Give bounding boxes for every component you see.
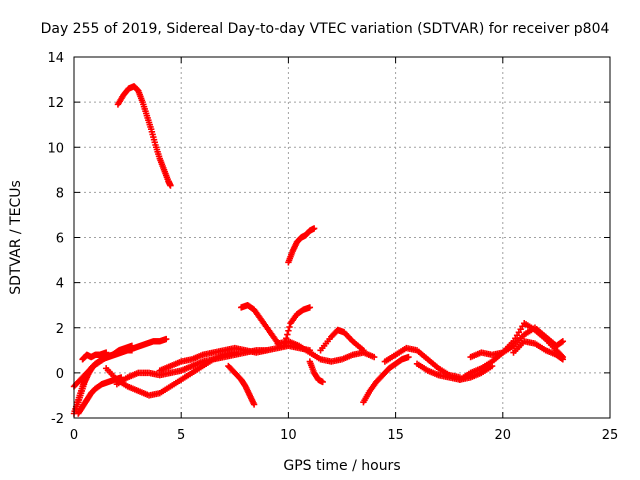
series-arc-dip-8h [225, 362, 258, 408]
series-arc-dip-11h [306, 358, 326, 386]
data-point [306, 304, 314, 311]
x-axis-label: GPS time / hours [283, 458, 400, 474]
x-tick-label: 15 [387, 428, 404, 443]
series-arc-20h [456, 320, 567, 383]
series-arc-mid-cluster [274, 338, 378, 365]
data-point [128, 347, 136, 354]
series-arc-early-4 [79, 349, 110, 363]
data-point [102, 349, 110, 356]
data-point [559, 338, 567, 345]
data-point [250, 401, 258, 408]
series-arc-21h [510, 338, 567, 363]
data-point [370, 353, 378, 361]
data-point [559, 356, 567, 363]
y-tick-label: 8 [56, 186, 64, 201]
data-point [319, 378, 326, 386]
data-point [162, 335, 170, 343]
data-point [285, 327, 292, 334]
y-tick-label: -2 [51, 412, 64, 427]
y-tick-label: 14 [47, 51, 64, 66]
data-point [286, 323, 293, 331]
x-tick-label: 10 [280, 428, 297, 443]
data-point [360, 347, 367, 354]
y-tick-label: 10 [47, 141, 64, 156]
y-tick-label: 12 [47, 96, 64, 111]
x-tick-label: 20 [495, 428, 512, 443]
series-arc-17h [413, 360, 496, 383]
y-axis-label: SDTVAR / TECUs [8, 180, 24, 295]
x-tick-label: 5 [177, 428, 185, 443]
data-point [405, 353, 412, 361]
chart-title: Day 255 of 2019, Sidereal Day-to-day VTE… [41, 21, 610, 37]
data-point [284, 331, 291, 338]
data-point [310, 225, 318, 232]
x-tick-label: 0 [70, 428, 78, 443]
y-tick-label: 4 [56, 277, 64, 292]
series-arc-15h [381, 344, 464, 381]
series-arc-bump-12h [317, 326, 367, 354]
series-arc-high-descending [114, 83, 174, 189]
y-tick-label: 0 [56, 367, 64, 382]
points-layer [70, 83, 567, 417]
y-tick-label: 2 [56, 322, 64, 337]
series-arc-dip-14h [360, 353, 412, 406]
y-tick-label: 6 [56, 232, 64, 247]
data-point [167, 182, 174, 189]
series-arc-hump-8h [238, 301, 284, 349]
ticks-layer: 0 5 10 15 20 25 -2 0 2 4 6 8 10 12 14 [47, 51, 618, 443]
series-arc-mid-rising [285, 225, 318, 266]
grid-layer [74, 57, 610, 418]
x-tick-label: 25 [602, 428, 619, 443]
